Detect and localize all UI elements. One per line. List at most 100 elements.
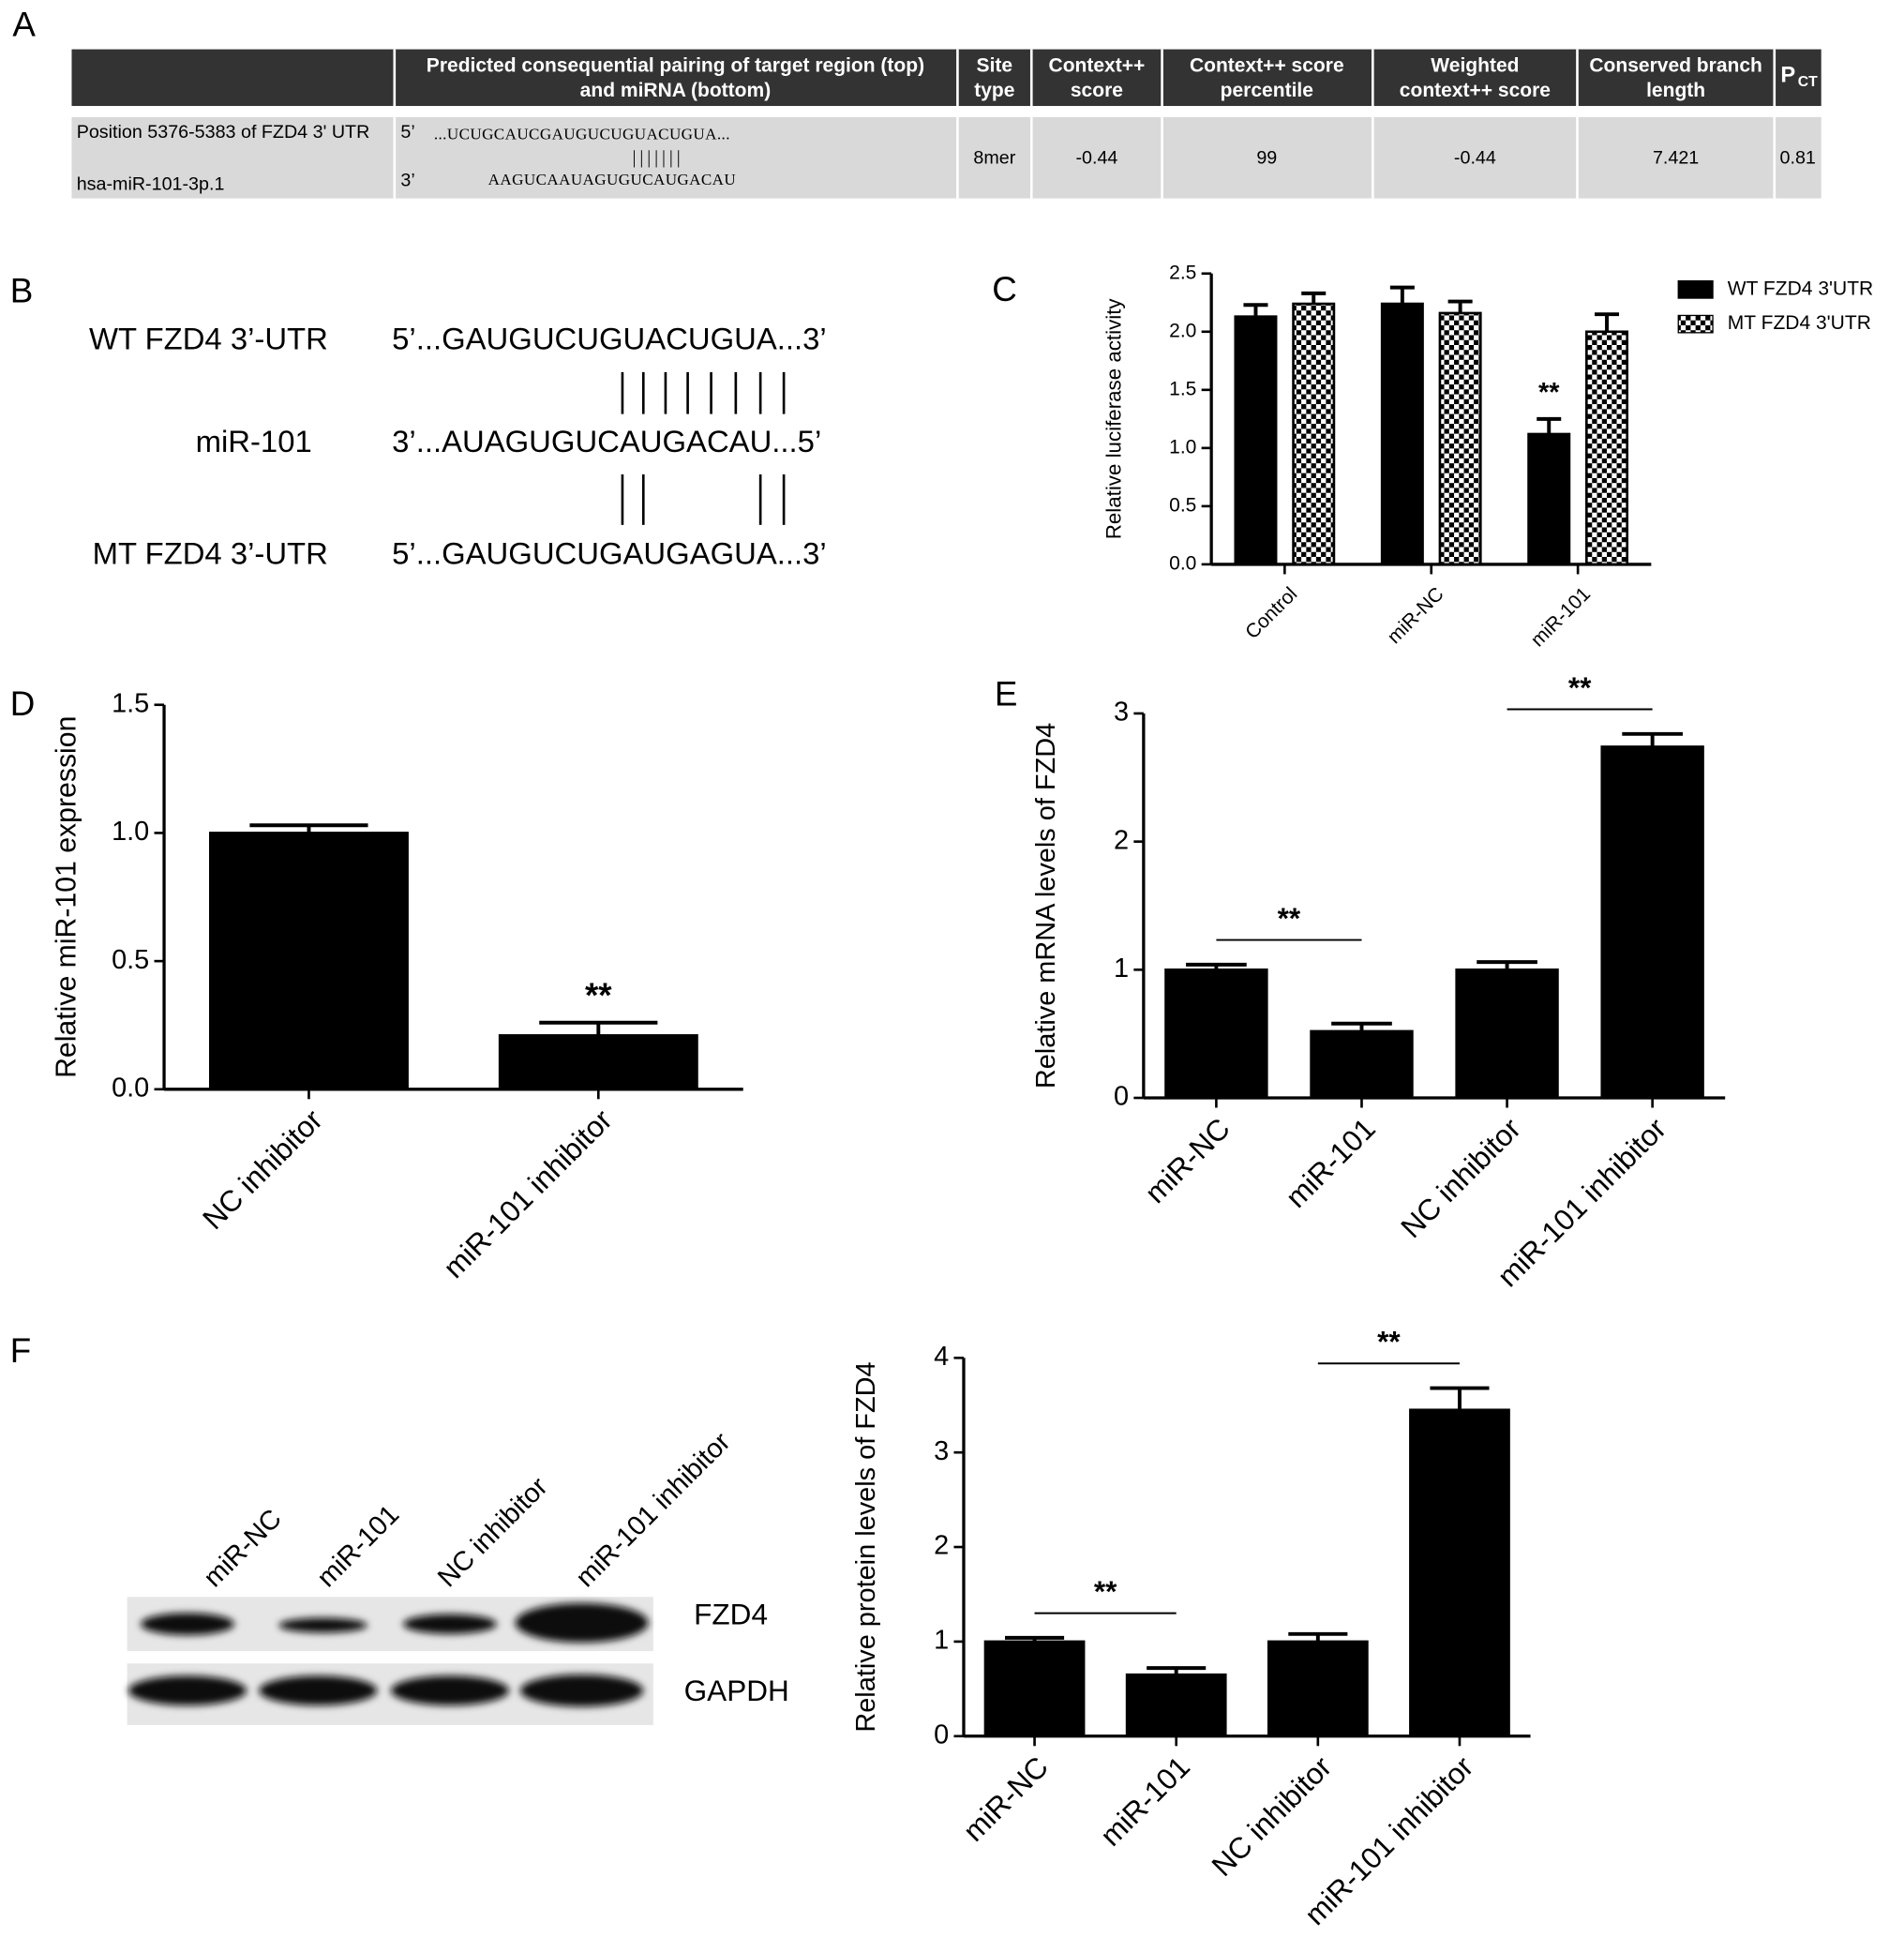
lane-label: miR-101 inhibitor: [570, 1427, 736, 1593]
y-tick-label: 1: [934, 1626, 949, 1656]
legend-label: WT FZD4 3'UTR: [1728, 278, 1873, 299]
table-cell: hsa-miR-101-3p.1: [77, 173, 225, 194]
y-tick-label: 2.0: [1169, 320, 1196, 341]
table-header: Weighted: [1431, 55, 1519, 77]
lane-label: miR-101: [311, 1499, 405, 1593]
significance-label: **: [1094, 1574, 1117, 1608]
table-cell: -0.44: [1454, 148, 1496, 169]
x-tick-label: miR-NC: [1138, 1111, 1237, 1209]
bar: [1455, 968, 1559, 1100]
panel-label: D: [10, 684, 36, 723]
y-tick-label: 2.5: [1169, 262, 1196, 283]
table-cell: 8mer: [973, 148, 1015, 169]
x-tick-label: miR-NC: [1384, 583, 1448, 648]
table-header-sub: CT: [1798, 74, 1818, 90]
table-cell: -0.44: [1075, 148, 1117, 169]
pairing-lines: [621, 371, 786, 525]
sequence: 3’...AUAGUGUCAUGACAU...5’: [392, 424, 821, 458]
legend-swatch: [1677, 279, 1714, 299]
y-tick-label: 0: [1114, 1082, 1129, 1112]
table-header: Conserved branch: [1589, 55, 1762, 77]
alignment: WT FZD4 3’-UTR 5’...GAUGUCUGUACUGUA...3’…: [89, 322, 827, 571]
lane-label: miR-NC: [198, 1504, 287, 1593]
table-header: Predicted consequential pairing of targe…: [427, 55, 924, 77]
y-tick-label: 1.0: [1169, 436, 1196, 458]
table-cell: 0.81: [1780, 148, 1816, 169]
table-cell: 5’: [400, 122, 414, 143]
y-tick-label: 3: [1114, 698, 1129, 728]
y-tick-label: 1.5: [112, 688, 149, 718]
y-tick-label: 1: [1114, 953, 1129, 984]
bar: [1164, 968, 1268, 1100]
sequence-label: MT FZD4 3’-UTR: [93, 535, 328, 570]
significance-label: **: [1538, 378, 1560, 408]
panel-label: C: [992, 270, 1017, 308]
y-axis-label: Relative luciferase activity: [1102, 298, 1126, 540]
table-cell: ...UCUGCAUCGAUGUCUGUACUGUA...: [434, 125, 730, 143]
bar: [498, 1034, 698, 1091]
table-header: context++ score: [1400, 80, 1551, 101]
y-tick-label: 0.5: [1169, 494, 1196, 516]
x-tick-label: NC inhibitor: [196, 1103, 329, 1236]
bar: [983, 1640, 1086, 1738]
significance-label: **: [1568, 670, 1592, 704]
y-axis-label: Relative miR-101 expression: [52, 716, 82, 1078]
bands: [127, 1602, 649, 1707]
table: Predicted consequential pairing of targe…: [71, 49, 1822, 199]
bar: [1409, 1408, 1510, 1738]
sequence-label: WT FZD4 3’-UTR: [89, 322, 328, 356]
table-header: Context++: [1049, 55, 1146, 77]
lane-label: NC inhibitor: [432, 1471, 554, 1593]
y-tick-label: 3: [934, 1436, 949, 1466]
y-tick-label: 0.5: [112, 945, 149, 975]
table-row-bg: [71, 116, 1822, 199]
table-header: type: [974, 80, 1014, 101]
bar: [1267, 1640, 1369, 1738]
bar: [1527, 432, 1571, 566]
x-tick-label: NC inhibitor: [1205, 1749, 1338, 1883]
table-cell: AAGUCAAUAGUGUCAUGACAU: [488, 171, 736, 188]
sequence-label: miR-101: [196, 424, 312, 458]
y-tick-label: 4: [934, 1342, 949, 1372]
table-dividers: [393, 49, 1777, 199]
band-label: GAPDH: [684, 1674, 789, 1707]
x-tick-label: miR-101: [1279, 1111, 1382, 1214]
table-header: and miRNA (bottom): [580, 80, 772, 101]
table-header-bg: [71, 49, 1822, 107]
legend-swatch: [1677, 314, 1714, 334]
x-tick-label: NC inhibitor: [1394, 1111, 1527, 1244]
y-tick-label: 2: [934, 1531, 949, 1561]
bar: [1380, 302, 1424, 566]
panel-label: B: [10, 272, 34, 310]
bar: [1310, 1029, 1414, 1100]
x-tick-label: miR-NC: [956, 1749, 1055, 1848]
panel-label: E: [995, 674, 1018, 713]
table-header: Context++ score: [1190, 55, 1344, 77]
y-tick-label: 2: [1114, 825, 1129, 855]
bar: [1292, 302, 1336, 566]
panel-label: F: [10, 1331, 31, 1370]
bar: [1125, 1673, 1227, 1738]
bar: [1600, 745, 1704, 1100]
y-tick-label: 1.5: [1169, 378, 1196, 399]
y-axis-label: Relative protein levels of FZD4: [851, 1361, 881, 1732]
y-tick-label: 0: [934, 1719, 949, 1749]
band-label: FZD4: [694, 1598, 768, 1631]
table-header: P: [1780, 64, 1795, 88]
table-cell: Position 5376-5383 of FZD4 3' UTR: [77, 122, 370, 143]
table-header: score: [1071, 80, 1123, 101]
table-cell: |||||||: [632, 147, 683, 168]
y-axis-label: Relative mRNA levels of FZD4: [1031, 723, 1061, 1089]
significance-label: **: [1278, 901, 1301, 935]
table-cell: 99: [1256, 148, 1277, 169]
table-cell: 7.421: [1653, 148, 1699, 169]
y-tick-label: 0.0: [112, 1073, 149, 1103]
bar: [209, 832, 409, 1091]
x-tick-label: miR-101 inhibitor: [437, 1103, 619, 1284]
x-tick-label: miR-101: [1527, 583, 1595, 651]
legend-label: MT FZD4 3'UTR: [1728, 312, 1871, 334]
y-tick-label: 1.0: [112, 817, 149, 847]
western-blot: miR-NC miR-101 NC inhibitor miR-101 inhi…: [127, 1427, 789, 1725]
x-tick-label: miR-101: [1093, 1749, 1196, 1853]
